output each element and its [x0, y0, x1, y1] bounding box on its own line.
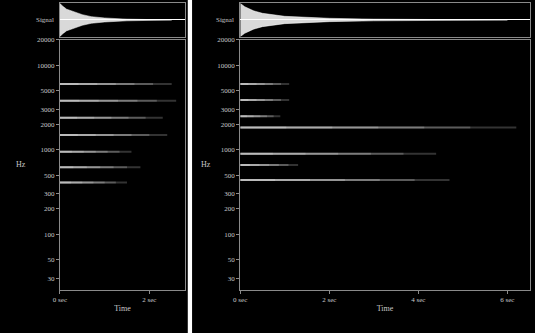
svg-text:0 sec: 0 sec [233, 296, 247, 304]
svg-text:4 sec: 4 sec [411, 296, 425, 304]
svg-text:20000: 20000 [37, 36, 55, 44]
svg-text:500: 500 [44, 172, 55, 180]
svg-text:30: 30 [48, 275, 56, 283]
svg-text:Signal: Signal [216, 16, 234, 24]
svg-text:Signal: Signal [36, 16, 54, 24]
svg-text:3000: 3000 [221, 106, 236, 114]
svg-text:2 sec: 2 sec [322, 296, 336, 304]
svg-text:5000: 5000 [221, 87, 236, 95]
svg-text:100: 100 [44, 231, 55, 239]
svg-text:500: 500 [224, 172, 235, 180]
svg-text:1000: 1000 [41, 146, 56, 154]
svg-text:2000: 2000 [221, 121, 236, 129]
svg-text:3000: 3000 [41, 106, 56, 114]
svg-text:Hz: Hz [16, 160, 26, 169]
svg-text:100: 100 [224, 231, 235, 239]
svg-text:2 sec: 2 sec [142, 296, 156, 304]
svg-text:2000: 2000 [41, 121, 56, 129]
svg-text:0 sec: 0 sec [53, 296, 67, 304]
svg-text:300: 300 [44, 190, 55, 198]
svg-text:50: 50 [48, 256, 56, 264]
svg-text:50: 50 [228, 256, 236, 264]
svg-text:1000: 1000 [221, 146, 236, 154]
svg-text:30: 30 [228, 275, 236, 283]
svg-text:6 sec: 6 sec [500, 296, 514, 304]
svg-text:10000: 10000 [37, 62, 55, 70]
svg-text:200: 200 [224, 205, 235, 213]
svg-text:20000: 20000 [217, 36, 235, 44]
svg-text:Hz: Hz [201, 160, 211, 169]
svg-text:300: 300 [224, 190, 235, 198]
svg-text:5000: 5000 [41, 87, 56, 95]
svg-text:Time: Time [114, 304, 131, 313]
svg-text:200: 200 [44, 205, 55, 213]
svg-text:Time: Time [377, 304, 394, 313]
svg-text:10000: 10000 [217, 62, 235, 70]
